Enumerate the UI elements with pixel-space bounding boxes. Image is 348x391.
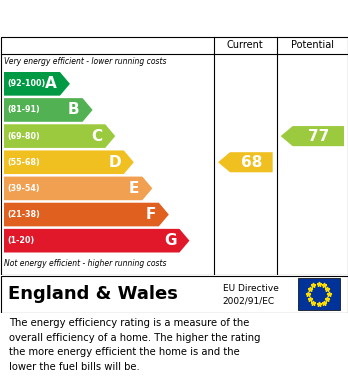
Polygon shape	[4, 124, 115, 148]
Polygon shape	[280, 126, 344, 146]
Text: 68: 68	[241, 155, 262, 170]
Text: (39-54): (39-54)	[7, 184, 40, 193]
Text: 2002/91/EC: 2002/91/EC	[223, 296, 275, 305]
Text: (69-80): (69-80)	[7, 132, 40, 141]
Text: England & Wales: England & Wales	[8, 285, 178, 303]
Polygon shape	[4, 229, 189, 253]
Text: F: F	[145, 207, 156, 222]
Polygon shape	[4, 203, 169, 226]
Text: 77: 77	[308, 129, 329, 143]
Text: EU Directive: EU Directive	[223, 284, 279, 293]
Text: The energy efficiency rating is a measure of the
overall efficiency of a home. T: The energy efficiency rating is a measur…	[9, 318, 260, 372]
Polygon shape	[218, 152, 273, 172]
Text: B: B	[68, 102, 80, 117]
Text: (92-100): (92-100)	[7, 79, 45, 88]
Text: C: C	[91, 129, 102, 143]
Polygon shape	[4, 72, 70, 96]
Text: Not energy efficient - higher running costs: Not energy efficient - higher running co…	[4, 258, 166, 267]
Text: (55-68): (55-68)	[7, 158, 40, 167]
Text: Current: Current	[227, 40, 264, 50]
Text: E: E	[129, 181, 139, 196]
Text: G: G	[164, 233, 176, 248]
Text: (81-91): (81-91)	[7, 106, 40, 115]
Polygon shape	[4, 151, 134, 174]
Text: Very energy efficient - lower running costs: Very energy efficient - lower running co…	[4, 57, 166, 66]
Text: D: D	[108, 155, 121, 170]
Text: A: A	[45, 76, 57, 91]
Bar	[298, 278, 340, 310]
Text: (21-38): (21-38)	[7, 210, 40, 219]
Polygon shape	[4, 177, 152, 200]
Text: Energy Efficiency Rating: Energy Efficiency Rating	[9, 11, 230, 25]
Text: (1-20): (1-20)	[7, 236, 34, 245]
Text: Potential: Potential	[291, 40, 334, 50]
Polygon shape	[4, 98, 93, 122]
